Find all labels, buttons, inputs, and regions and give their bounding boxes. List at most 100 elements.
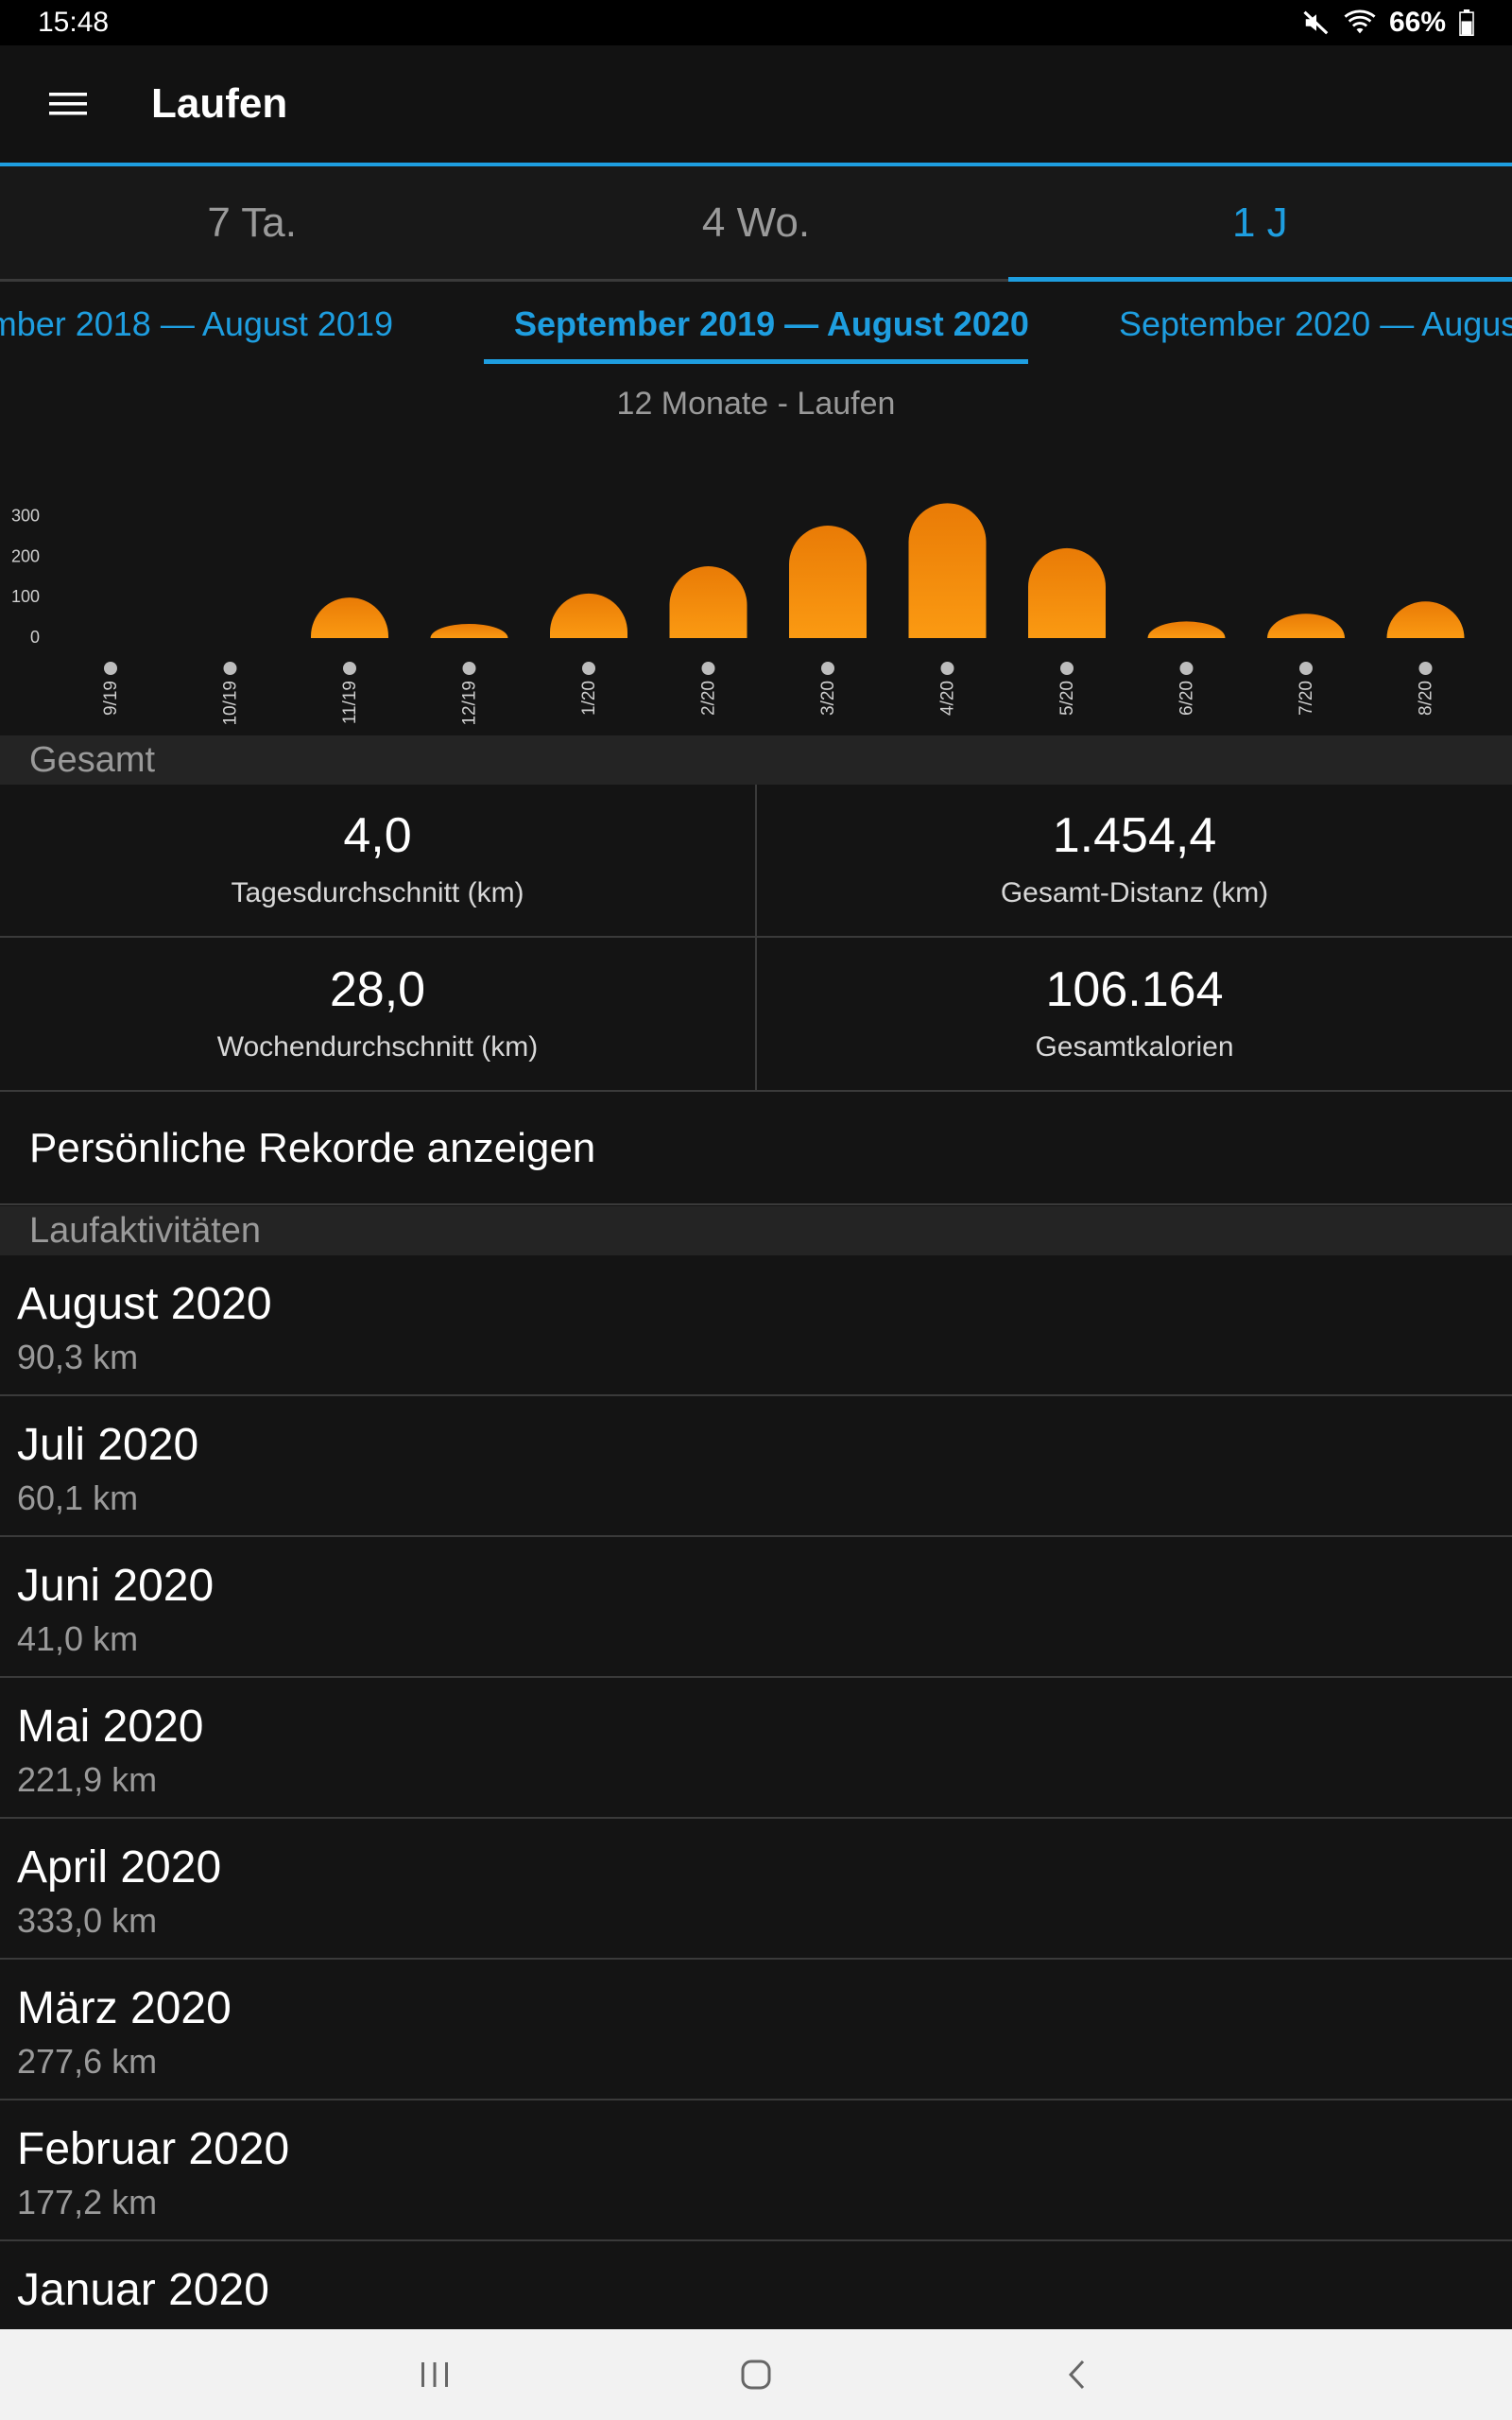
battery-icon xyxy=(1459,9,1474,36)
period-selector: September 2018 — August 2019 September 2… xyxy=(0,282,1512,367)
list-item[interactable]: März 2020 277,6 km xyxy=(0,1960,1512,2100)
list-item[interactable]: Juli 2020 60,1 km xyxy=(0,1396,1512,1537)
bar-12-19[interactable] xyxy=(430,624,508,638)
month-distance: 177,2 km xyxy=(17,2183,158,2221)
tab-1-year[interactable]: 1 J xyxy=(1007,166,1512,282)
bar-11-19[interactable] xyxy=(311,597,388,638)
y-tick-label: 200 xyxy=(11,546,40,565)
month-name: Juli 2020 xyxy=(17,1420,199,1470)
stats-grid: 4,0 Tagesdurchschnitt (km) 1.454,4 Gesam… xyxy=(0,785,1512,1092)
bar-5-20[interactable] xyxy=(1028,547,1106,638)
x-tick-dot xyxy=(1299,662,1313,675)
x-tick-dot xyxy=(1060,662,1074,675)
mute-icon xyxy=(1303,10,1329,35)
x-tick-dot xyxy=(1418,662,1433,675)
stat-label: Wochendurchschnitt (km) xyxy=(216,1031,539,1063)
stat-total-calories: 106.164 Gesamtkalorien xyxy=(757,939,1512,1092)
y-tick-label: 300 xyxy=(11,506,40,525)
x-tick-dot xyxy=(104,662,117,675)
y-tick-label: 0 xyxy=(30,628,40,647)
stat-label: Gesamtkalorien xyxy=(1035,1031,1234,1063)
x-tick-dot xyxy=(343,662,356,675)
status-icons: 66% xyxy=(1302,7,1474,39)
bar-6-20[interactable] xyxy=(1147,621,1226,638)
period-next[interactable]: September 2020 — August 2021 xyxy=(1119,304,1512,343)
stats-divider xyxy=(755,785,757,1092)
tab-4-weeks[interactable]: 4 Wo. xyxy=(701,199,811,246)
month-name: Januar 2020 xyxy=(17,2265,269,2315)
x-tick-label: 4/20 xyxy=(938,681,958,716)
x-tick-dot xyxy=(462,662,476,675)
x-tick-label: 2/20 xyxy=(699,681,719,716)
month-name: August 2020 xyxy=(17,1279,272,1329)
month-name: Mai 2020 xyxy=(17,1702,204,1752)
app-bar: Laufen xyxy=(0,45,1512,166)
bar-3-20[interactable] xyxy=(789,526,867,638)
recent-apps-icon xyxy=(421,2362,448,2387)
x-tick-label: 8/20 xyxy=(1417,681,1436,716)
bar-7-20[interactable] xyxy=(1267,614,1345,638)
hamburger-icon xyxy=(49,93,87,115)
period-previous[interactable]: September 2018 — August 2019 xyxy=(0,304,393,343)
bar-8-20[interactable] xyxy=(1386,601,1465,638)
x-tick-dot xyxy=(1179,662,1194,675)
menu-button[interactable] xyxy=(34,70,102,138)
stat-value: 1.454,4 xyxy=(1052,808,1217,863)
x-tick-label: 11/19 xyxy=(340,681,360,724)
month-name: Februar 2020 xyxy=(17,2124,290,2174)
month-distance: 60,1 km xyxy=(17,1478,139,1517)
page-title: Laufen xyxy=(151,80,288,127)
stat-value: 106.164 xyxy=(1045,962,1224,1017)
wifi-icon xyxy=(1344,9,1376,34)
x-tick-dot xyxy=(701,662,715,675)
monthly-activities-list: August 2020 90,3 km Juli 2020 60,1 km Ju… xyxy=(0,1255,1512,2382)
list-item[interactable]: Mai 2020 221,9 km xyxy=(0,1678,1512,1819)
bar-2-20[interactable] xyxy=(669,566,747,638)
month-name: Juni 2020 xyxy=(17,1561,215,1611)
stat-daily-average: 4,0 Tagesdurchschnitt (km) xyxy=(0,785,755,938)
month-name: März 2020 xyxy=(17,1983,232,2033)
stat-label: Tagesdurchschnitt (km) xyxy=(231,877,524,908)
x-tick-dot xyxy=(223,662,237,675)
status-time: 15:48 xyxy=(38,7,110,38)
list-item[interactable]: August 2020 90,3 km xyxy=(0,1255,1512,1396)
stat-label: Gesamt-Distanz (km) xyxy=(1000,877,1269,908)
personal-records-link[interactable]: Persönliche Rekorde anzeigen xyxy=(0,1092,1512,1205)
month-distance: 221,9 km xyxy=(17,1760,158,1799)
x-tick-label: 12/19 xyxy=(460,681,480,726)
month-distance: 277,6 km xyxy=(17,2042,158,2081)
x-tick-label: 1/20 xyxy=(579,681,599,716)
status-bar: 15:48 66% xyxy=(0,0,1512,45)
list-item[interactable]: Februar 2020 177,2 km xyxy=(0,2100,1512,2241)
month-name: April 2020 xyxy=(17,1842,222,1893)
home-icon xyxy=(741,2360,771,2390)
month-distance: 90,3 km xyxy=(17,1338,139,1376)
x-tick-dot xyxy=(821,662,834,675)
x-tick-label: 7/20 xyxy=(1297,681,1316,716)
bar-1-20[interactable] xyxy=(550,593,627,638)
month-distance: 333,0 km xyxy=(17,1901,158,1940)
monthly-bar-chart: 300 200 100 0 9/19 10/19 11/19 12/19 1/20 2/20 3/2… xyxy=(11,503,1465,726)
period-current[interactable]: September 2019 — August 2020 xyxy=(514,304,1029,343)
list-item[interactable]: Januar 2020 xyxy=(0,2241,1512,2382)
battery-percent: 66% xyxy=(1388,7,1446,38)
tab-7-days[interactable]: 7 Ta. xyxy=(207,199,297,246)
list-item[interactable]: April 2020 333,0 km xyxy=(0,1819,1512,1960)
x-tick-label: 5/20 xyxy=(1057,681,1077,716)
recent-apps-button[interactable] xyxy=(397,2337,472,2412)
list-item[interactable]: Juni 2020 41,0 km xyxy=(0,1537,1512,1678)
period-indicator xyxy=(484,359,1028,364)
chart-title: 12 Monate - Laufen xyxy=(616,386,896,422)
section-header-total: Gesamt xyxy=(0,735,1512,785)
home-button[interactable] xyxy=(718,2337,794,2412)
bar-4-20[interactable] xyxy=(908,503,987,638)
x-tick-label: 10/19 xyxy=(221,681,241,726)
stat-weekly-average: 28,0 Wochendurchschnitt (km) xyxy=(0,939,755,1092)
section-header-activities: Laufaktivitäten xyxy=(0,1206,1512,1255)
stat-value: 4,0 xyxy=(343,808,412,863)
x-tick-dot xyxy=(582,662,595,675)
x-tick-label: 3/20 xyxy=(818,681,838,716)
back-icon xyxy=(1068,2360,1085,2390)
back-button[interactable] xyxy=(1040,2337,1115,2412)
x-tick-label: 6/20 xyxy=(1177,681,1197,716)
